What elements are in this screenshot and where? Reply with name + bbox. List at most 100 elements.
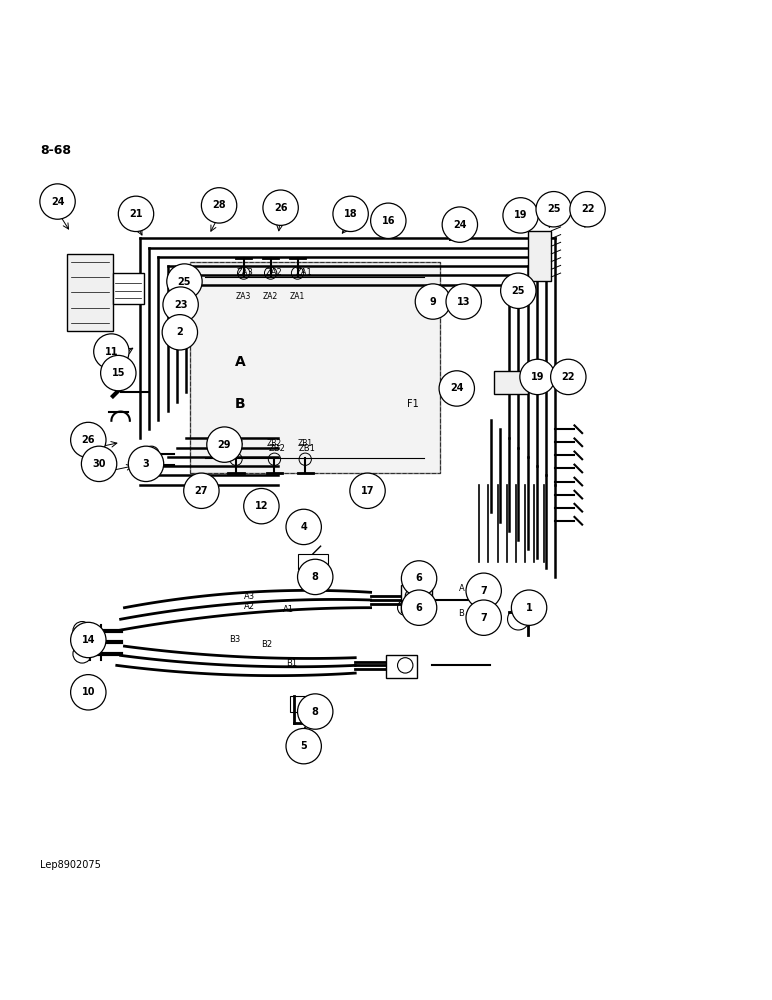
Circle shape: [536, 192, 571, 227]
Text: B1: B1: [286, 659, 298, 668]
Text: 27: 27: [195, 486, 208, 496]
Circle shape: [401, 561, 437, 596]
Text: ZB2: ZB2: [269, 444, 285, 453]
Circle shape: [297, 694, 333, 729]
Text: 19: 19: [514, 210, 527, 220]
Text: 6: 6: [415, 603, 422, 613]
Text: 26: 26: [82, 435, 95, 445]
FancyBboxPatch shape: [386, 655, 417, 678]
Text: 7: 7: [480, 586, 487, 596]
Text: 7: 7: [480, 613, 487, 623]
Circle shape: [446, 284, 482, 319]
Text: ZB2: ZB2: [267, 439, 282, 448]
Text: 26: 26: [274, 203, 287, 213]
Circle shape: [297, 559, 333, 595]
Circle shape: [184, 473, 219, 508]
Circle shape: [500, 273, 536, 308]
Circle shape: [167, 264, 202, 299]
Text: Lep8902075: Lep8902075: [40, 860, 100, 870]
Text: 6: 6: [415, 573, 422, 583]
Text: A: A: [459, 584, 464, 593]
Text: A1: A1: [283, 605, 294, 614]
Text: 24: 24: [453, 220, 466, 230]
Circle shape: [466, 573, 501, 608]
Text: 8-68: 8-68: [40, 144, 71, 157]
Text: B: B: [235, 397, 245, 411]
Text: 25: 25: [547, 204, 560, 214]
Circle shape: [163, 287, 198, 322]
FancyBboxPatch shape: [528, 231, 551, 281]
Text: 1: 1: [526, 603, 533, 613]
Circle shape: [201, 188, 237, 223]
Text: B3: B3: [229, 635, 240, 644]
Text: A3: A3: [244, 592, 256, 601]
Text: 22: 22: [581, 204, 594, 214]
FancyBboxPatch shape: [113, 273, 144, 304]
Text: 25: 25: [178, 277, 191, 287]
Circle shape: [350, 473, 385, 508]
Circle shape: [93, 334, 129, 369]
Text: 29: 29: [218, 440, 231, 450]
Text: 17: 17: [361, 486, 374, 496]
Circle shape: [70, 675, 106, 710]
Text: 9: 9: [429, 297, 436, 307]
Text: B: B: [459, 609, 464, 618]
Circle shape: [439, 371, 475, 406]
Circle shape: [128, 446, 164, 482]
FancyBboxPatch shape: [297, 554, 328, 569]
Text: 21: 21: [129, 209, 143, 219]
Text: 13: 13: [457, 297, 470, 307]
Circle shape: [286, 728, 321, 764]
Text: ZA2: ZA2: [263, 292, 278, 301]
FancyBboxPatch shape: [401, 585, 432, 612]
Circle shape: [371, 203, 406, 238]
Text: F1: F1: [407, 399, 418, 409]
Text: ZA3: ZA3: [237, 268, 254, 277]
Text: 19: 19: [531, 372, 544, 382]
Text: 4: 4: [300, 522, 307, 532]
Text: 8: 8: [312, 707, 319, 717]
Text: A2: A2: [245, 602, 256, 611]
Text: 8: 8: [312, 572, 319, 582]
Text: 28: 28: [212, 200, 226, 210]
Circle shape: [70, 422, 106, 458]
Text: ZA2: ZA2: [266, 268, 283, 277]
Text: 30: 30: [93, 459, 106, 469]
Text: B2: B2: [261, 640, 273, 649]
FancyBboxPatch shape: [66, 254, 113, 331]
Text: 3: 3: [143, 459, 149, 469]
Circle shape: [550, 359, 586, 395]
Text: 5: 5: [300, 741, 307, 751]
Circle shape: [263, 190, 298, 225]
Text: 14: 14: [82, 635, 95, 645]
Circle shape: [286, 509, 321, 545]
Circle shape: [401, 590, 437, 625]
Circle shape: [466, 600, 501, 635]
FancyBboxPatch shape: [290, 696, 320, 712]
Text: 25: 25: [512, 286, 525, 296]
Text: 24: 24: [51, 197, 64, 207]
Text: ZB3: ZB3: [226, 444, 243, 453]
Text: ZA1: ZA1: [296, 268, 312, 277]
Circle shape: [511, 590, 547, 625]
Text: ZB1: ZB1: [298, 444, 315, 453]
Circle shape: [442, 207, 478, 242]
Text: 24: 24: [450, 383, 463, 393]
Circle shape: [244, 488, 279, 524]
Text: ZA1: ZA1: [290, 292, 305, 301]
Circle shape: [333, 196, 368, 232]
Text: 10: 10: [82, 687, 95, 697]
FancyBboxPatch shape: [493, 371, 528, 394]
Circle shape: [81, 446, 117, 482]
Circle shape: [503, 198, 538, 233]
Text: 2: 2: [177, 327, 183, 337]
Text: 16: 16: [381, 216, 395, 226]
FancyBboxPatch shape: [190, 262, 440, 473]
Circle shape: [570, 192, 605, 227]
Circle shape: [100, 355, 136, 391]
Text: 15: 15: [112, 368, 125, 378]
Text: ZB1: ZB1: [298, 439, 313, 448]
Circle shape: [207, 427, 242, 462]
Text: 12: 12: [255, 501, 268, 511]
Text: 11: 11: [105, 347, 118, 357]
